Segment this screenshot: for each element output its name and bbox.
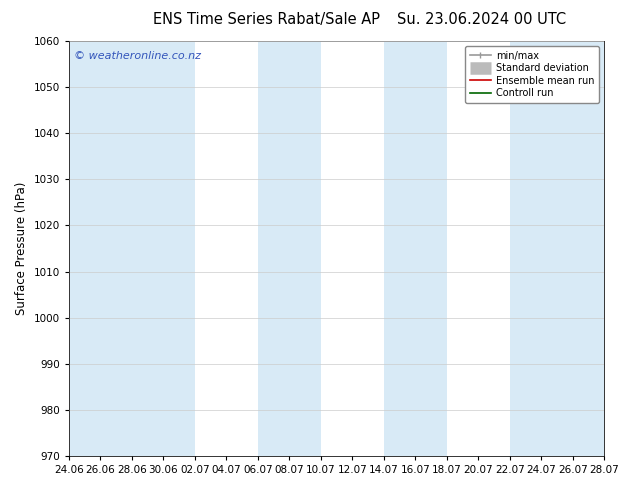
Text: ENS Time Series Rabat/Sale AP: ENS Time Series Rabat/Sale AP <box>153 12 380 27</box>
Text: © weatheronline.co.nz: © weatheronline.co.nz <box>74 51 201 61</box>
Bar <box>384 41 447 456</box>
Bar <box>258 41 321 456</box>
Text: Su. 23.06.2024 00 UTC: Su. 23.06.2024 00 UTC <box>398 12 566 27</box>
Legend: min/max, Standard deviation, Ensemble mean run, Controll run: min/max, Standard deviation, Ensemble me… <box>465 46 599 103</box>
Bar <box>132 41 195 456</box>
Y-axis label: Surface Pressure (hPa): Surface Pressure (hPa) <box>15 182 28 315</box>
Bar <box>573 41 634 456</box>
Bar <box>69 41 132 456</box>
Bar <box>510 41 573 456</box>
